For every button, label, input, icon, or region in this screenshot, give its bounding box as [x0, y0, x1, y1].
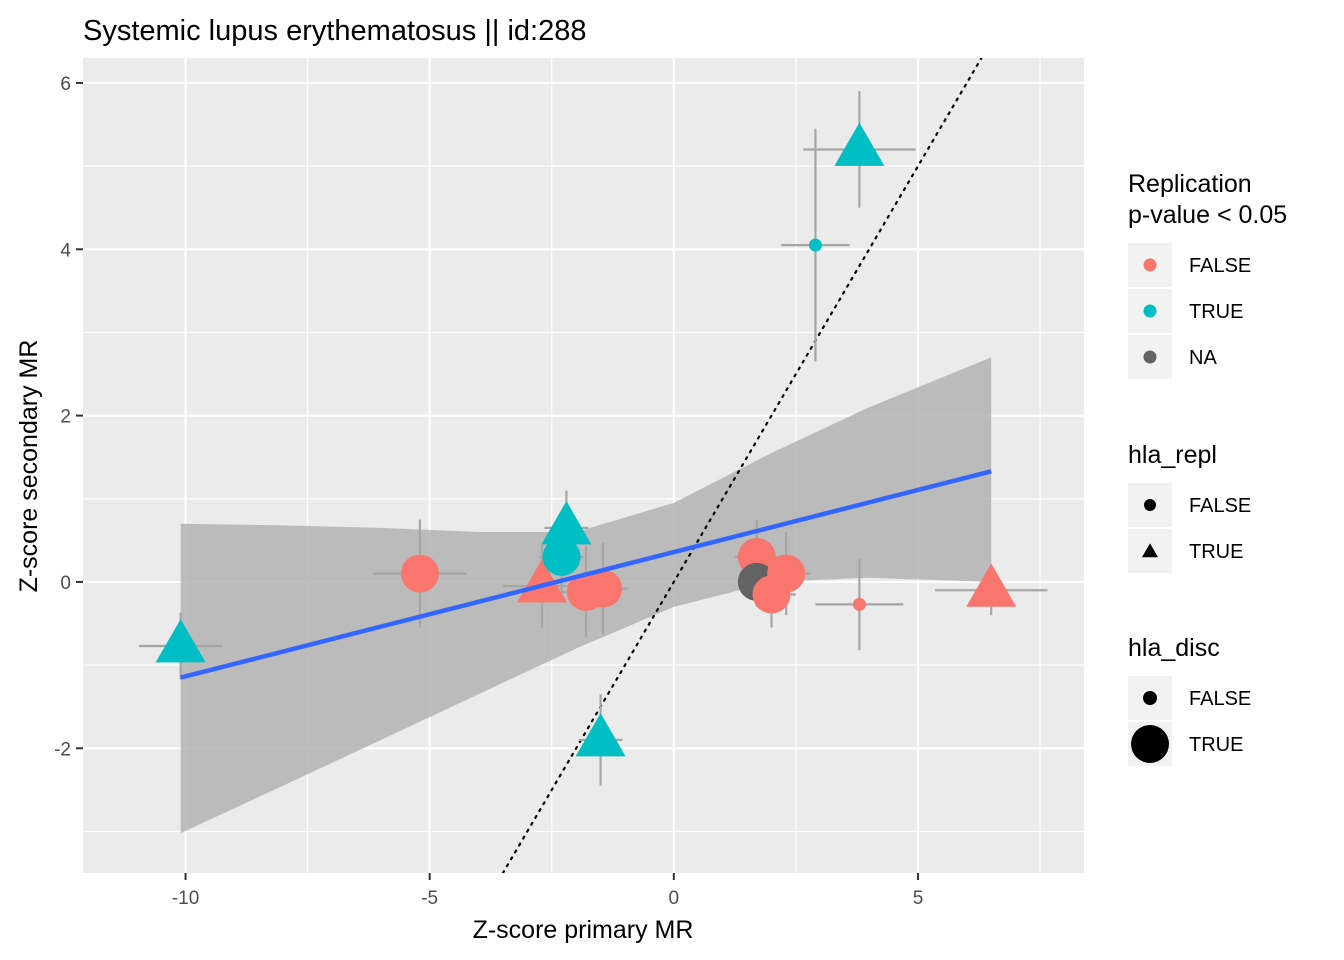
legend-title: p-value < 0.05	[1128, 201, 1287, 229]
y-tick-label: 2	[60, 407, 71, 428]
legend-entry-label: FALSE	[1189, 495, 1251, 517]
y-tick-label: 0	[60, 573, 71, 594]
legend-circle-shape	[1144, 499, 1156, 511]
x-tick-label: 5	[913, 888, 924, 909]
legend-entry-label: TRUE	[1189, 301, 1243, 323]
legend-color-swatch	[1143, 350, 1157, 364]
legend-color-swatch	[1143, 304, 1157, 318]
legend-entry-label: NA	[1189, 347, 1217, 369]
fit-line-layer	[180, 469, 992, 680]
legend-entry-label: TRUE	[1189, 734, 1243, 756]
x-axis-label: Z-score primary MR	[473, 916, 694, 944]
legend-group: hla_disc FALSE TRUE	[1128, 634, 1251, 766]
legend-title: Replication	[1128, 170, 1252, 198]
legend-color-swatch	[1143, 258, 1157, 272]
data-point-circle	[852, 597, 866, 611]
data-point-circle	[767, 554, 806, 593]
x-tick-label: -5	[421, 888, 438, 909]
data-point-triangle	[516, 559, 567, 603]
legend-entry-label: FALSE	[1189, 688, 1251, 710]
x-tick-label: 0	[669, 888, 680, 909]
data-point-triangle	[155, 619, 206, 663]
data-point-triangle	[834, 122, 885, 166]
legend-triangle-shape	[1142, 543, 1158, 558]
axis-layer: -10 -5 0 5 -2 0 2 4 6	[54, 74, 923, 909]
legend-size-swatch	[1131, 725, 1169, 763]
legend: Replication p-value < 0.05 FALSE TRUE NA hla_…	[1128, 170, 1287, 766]
legend-group: hla_repl FALSE TRUE	[1128, 441, 1251, 573]
data-point-triangle	[541, 501, 592, 545]
y-tick-label: -2	[54, 739, 71, 760]
legend-title: hla_disc	[1128, 634, 1220, 662]
data-point-circle	[400, 554, 439, 593]
y-tick-label: 4	[60, 240, 71, 261]
regression-fit-line	[180, 469, 992, 680]
legend-title: hla_repl	[1128, 441, 1217, 469]
reference-line-layer	[501, 58, 983, 873]
legend-entry-label: FALSE	[1189, 255, 1251, 277]
chart-title: Systemic lupus erythematosus || id:288	[83, 15, 586, 47]
data-point-triangle	[575, 713, 626, 757]
legend-size-swatch	[1143, 691, 1157, 705]
identity-reference-line	[501, 58, 983, 873]
data-point-circle	[584, 569, 623, 608]
data-point-triangle	[966, 563, 1017, 607]
x-tick-label: -10	[172, 888, 199, 909]
y-tick-label: 6	[60, 74, 71, 95]
y-axis-label: Z-score secondary MR	[15, 340, 43, 593]
data-point-circle	[542, 537, 581, 576]
legend-entry-label: TRUE	[1189, 541, 1243, 563]
legend-group: Replication p-value < 0.05 FALSE TRUE NA	[1128, 170, 1287, 379]
data-point-circle	[808, 238, 822, 252]
point-layer	[155, 122, 1017, 757]
